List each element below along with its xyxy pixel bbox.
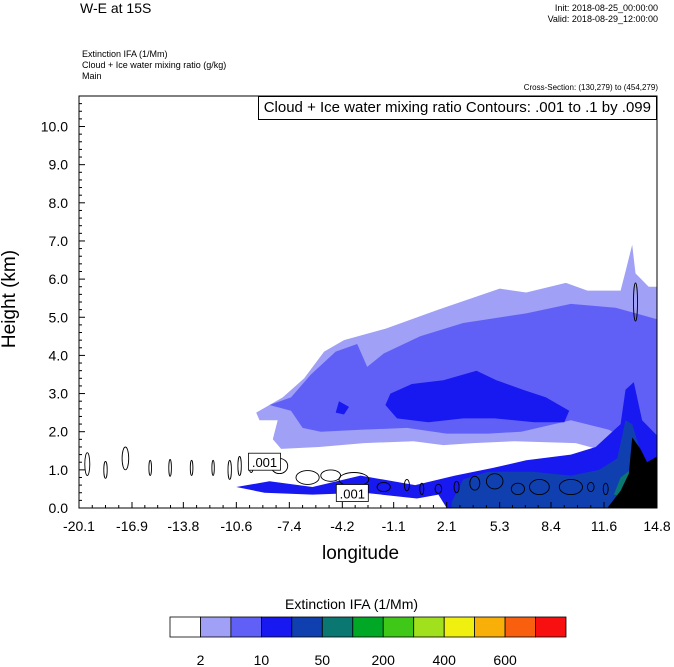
contour-line	[227, 459, 232, 480]
colorbar-swatch	[474, 616, 506, 638]
contour-line	[84, 452, 91, 476]
x-tick-label: -10.6	[220, 518, 252, 534]
contour-line	[121, 446, 130, 471]
colorbar-swatch	[504, 616, 537, 638]
contour-info-box: Cloud + Ice water mixing ratio Contours:…	[257, 96, 657, 120]
contour-line	[320, 469, 342, 482]
contour-line	[168, 459, 172, 477]
x-axis: -20.1 -16.9 -13.8 -10.6 -7.4 -4.2 -1.1 2.1 5.3 8.…	[63, 502, 671, 534]
contour-line	[189, 459, 194, 476]
fill-layer	[236, 244, 658, 508]
colorbar-swatch	[230, 616, 262, 638]
colorbar-swatch	[200, 616, 232, 638]
colorbar-swatch	[535, 616, 567, 638]
y-tick-label: 6.0	[49, 271, 69, 287]
x-tick-label: -7.4	[277, 518, 301, 534]
contour-annotation-box	[248, 452, 281, 471]
contour-line	[529, 478, 550, 496]
colorbar-label: 600	[493, 652, 517, 667]
contour-line	[434, 483, 443, 494]
contour-line	[587, 481, 595, 493]
contour-line	[602, 482, 609, 496]
contour-line	[510, 482, 525, 496]
fill-region-level-13	[607, 437, 657, 508]
fill-region-level-3	[385, 370, 570, 423]
field-main: Main	[82, 71, 102, 81]
y-tick-label: 4.0	[49, 347, 69, 363]
colorbar-swatch	[321, 616, 354, 638]
colorbar-swatch	[260, 616, 293, 638]
colorbar-title: Extinction IFA (1/Mm)	[285, 596, 419, 612]
y-axis: 0.0 1.0 2.0 3.0 4.0 5.0 6.0 7.0 8.0 9.0 10.0	[41, 103, 85, 516]
x-tick-label: 8.4	[541, 518, 561, 534]
y-tick-label: 0.0	[49, 500, 69, 516]
init-time: Init: 2018-08-25_00:00:00	[554, 3, 658, 13]
contour-line	[237, 456, 242, 476]
colorbar-label: 2	[197, 652, 205, 667]
colorbar-label: 400	[433, 652, 457, 667]
x-tick-label: -20.1	[63, 518, 95, 534]
x-tick-label: -1.1	[382, 518, 406, 534]
contour-layer	[84, 282, 638, 496]
y-tick-label: 3.0	[49, 386, 69, 402]
contour-line	[485, 473, 504, 490]
contour-annotation-label: .001	[252, 455, 277, 470]
field-info: Extinction IFA (1/Mm) Cloud + Ice water …	[82, 49, 226, 82]
contour-line	[419, 482, 425, 496]
x-tick-label: 5.3	[490, 518, 510, 534]
x-tick-label: 14.8	[643, 518, 670, 534]
contour-line	[103, 461, 108, 479]
field-mixing-ratio: Cloud + Ice water mixing ratio (g/kg)	[82, 60, 227, 70]
plot-title: W-E at 15S	[80, 0, 152, 16]
contour-line	[633, 282, 638, 322]
contour-line	[403, 478, 410, 492]
x-tick-label: 11.6	[591, 518, 617, 534]
x-tick-label: 2.1	[437, 518, 457, 534]
x-tick-label: -13.8	[167, 518, 199, 534]
colorbar-swatch	[413, 616, 445, 638]
colorbar-label: 10	[254, 652, 270, 667]
colorbar-swatch	[443, 616, 476, 638]
y-tick-label: 10.0	[41, 119, 68, 135]
y-tick-label: 5.0	[49, 309, 69, 325]
contour-line	[376, 481, 391, 493]
contour-annotation-box	[335, 484, 369, 502]
x-tick-label: -16.9	[116, 518, 148, 534]
y-tick-label: 1.0	[49, 462, 69, 478]
x-tick-label: -4.2	[330, 518, 354, 534]
contour-line	[469, 475, 481, 491]
fill-region-level-4	[451, 420, 657, 508]
colorbar-swatch	[291, 616, 323, 638]
contour-line	[295, 470, 320, 485]
field-extinction: Extinction IFA (1/Mm)	[82, 49, 168, 59]
fill-region-level-3	[335, 401, 349, 415]
y-tick-label: 9.0	[49, 157, 69, 173]
contour-line	[558, 478, 583, 496]
time-info: Init: 2018-08-25_00:00:00 Valid: 2018-08…	[548, 3, 658, 25]
contour-annotation-layer: .001 .001	[248, 452, 369, 502]
y-tick-label: 8.0	[49, 195, 69, 211]
colorbar-swatch	[382, 616, 415, 638]
contour-annotation-label: .001	[340, 487, 365, 502]
colorbar-swatch	[352, 616, 384, 638]
colorbar: 2 10 50 200 400 600	[169, 616, 567, 667]
colorbar-label: 50	[315, 652, 331, 667]
contour-line	[148, 459, 152, 476]
x-axis-label: longitude	[322, 543, 400, 564]
contour-line	[453, 480, 460, 494]
y-tick-label: 2.0	[49, 424, 69, 440]
colorbar-swatch	[169, 616, 201, 638]
cross-section-label: Cross-Section: (130,279) to (454,279)	[523, 83, 658, 92]
y-tick-label: 7.0	[49, 233, 69, 249]
contour-line	[211, 459, 215, 476]
valid-time: Valid: 2018-08-29_12:00:00	[547, 14, 658, 24]
colorbar-label: 200	[372, 652, 396, 667]
